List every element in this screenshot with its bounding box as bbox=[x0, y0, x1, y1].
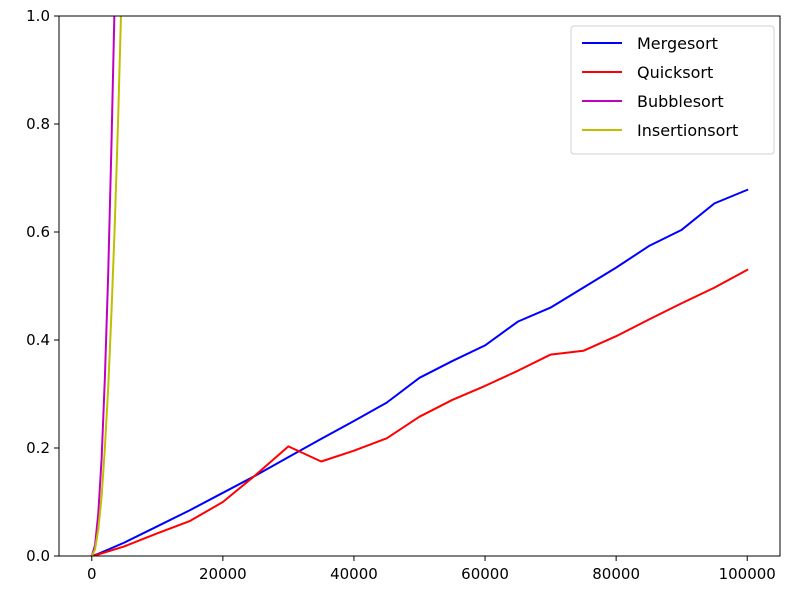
x-tick-label: 80000 bbox=[592, 565, 640, 583]
legend-label-bubblesort: Bubblesort bbox=[637, 92, 724, 111]
x-tick-label: 40000 bbox=[330, 565, 378, 583]
y-tick-label: 0.0 bbox=[26, 547, 50, 565]
legend-label-mergesort: Mergesort bbox=[637, 34, 718, 53]
y-tick-label: 0.8 bbox=[26, 115, 50, 133]
y-tick-label: 0.2 bbox=[26, 439, 50, 457]
x-tick-label: 0 bbox=[87, 565, 97, 583]
x-tick-label: 20000 bbox=[199, 565, 247, 583]
y-tick-label: 1.0 bbox=[26, 7, 50, 25]
legend-box bbox=[570, 25, 775, 155]
plot-frame bbox=[58, 15, 781, 557]
legend-label-insertionsort: Insertionsort bbox=[637, 121, 738, 140]
x-tick-label: 100000 bbox=[719, 565, 776, 583]
series-line-quicksort bbox=[90, 268, 749, 556]
series-line-insertionsort bbox=[90, 16, 122, 556]
y-axis: 0.0 0.2 0.4 0.6 0.8 1.0 bbox=[26, 7, 59, 565]
y-tick-label: 0.4 bbox=[26, 331, 50, 349]
x-axis: 0 20000 40000 60000 80000 100000 bbox=[87, 556, 776, 583]
series-line-mergesort bbox=[90, 188, 749, 556]
series-layer bbox=[90, 16, 749, 556]
y-tick-label: 0.6 bbox=[26, 223, 50, 241]
x-tick-label: 60000 bbox=[461, 565, 509, 583]
legend: Mergesort Quicksort Bubblesort Insertionsor… bbox=[570, 25, 775, 155]
legend-label-quicksort: Quicksort bbox=[637, 63, 713, 82]
